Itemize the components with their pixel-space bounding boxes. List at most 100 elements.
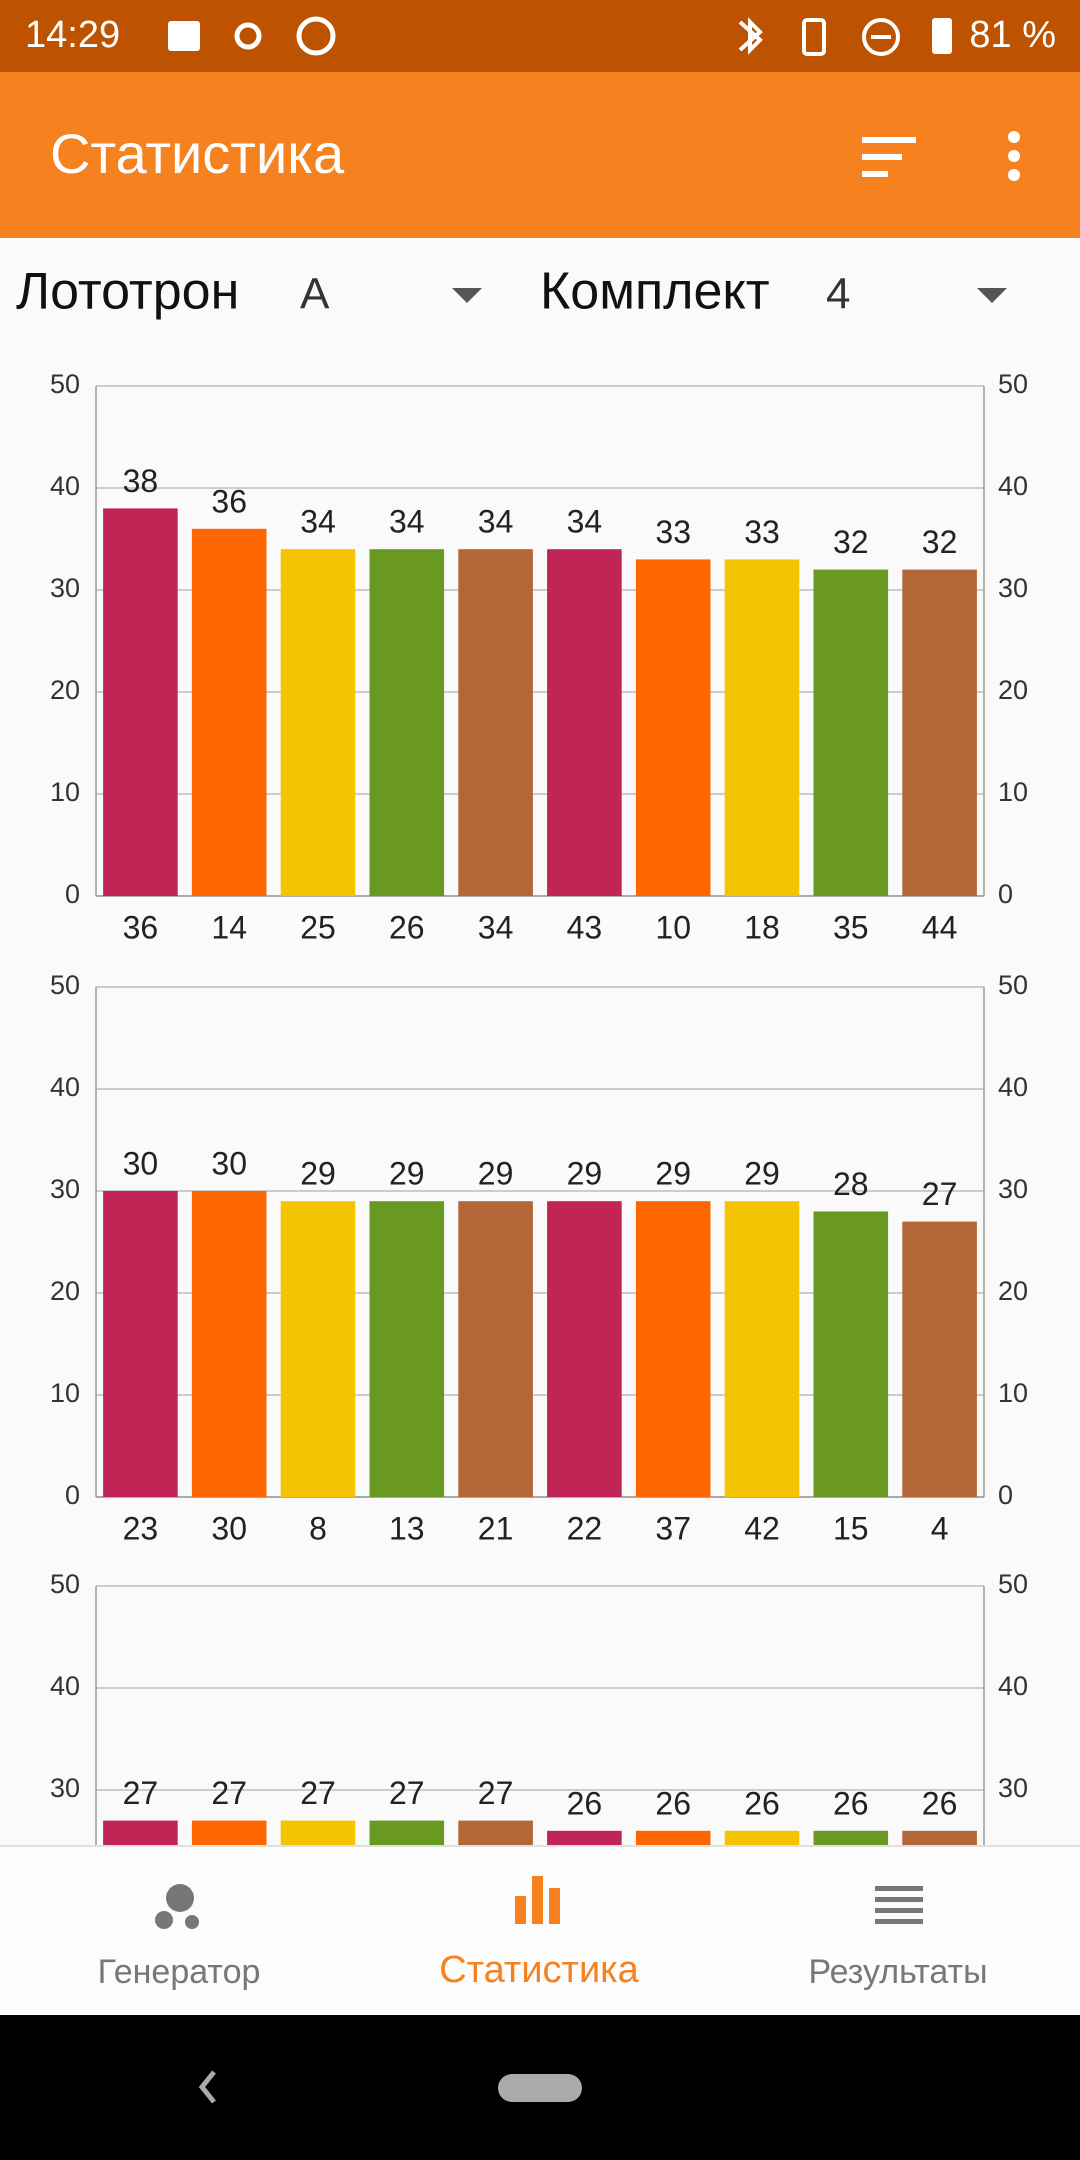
results-icon-line — [875, 1886, 923, 1891]
data-label: 34 — [389, 504, 425, 540]
bar — [635, 1201, 711, 1497]
data-label: 36 — [211, 483, 247, 519]
y2-tick-label: 50 — [998, 1569, 1028, 1599]
stats-icon-bar — [515, 1896, 526, 1924]
x-tick-label: 8 — [309, 1510, 327, 1546]
data-label: 34 — [478, 504, 514, 540]
lototron-dropdown[interactable]: Лототрон A — [16, 263, 482, 321]
x-tick-label: 14 — [211, 909, 247, 945]
nav-results[interactable]: Результаты — [808, 1886, 988, 1991]
nav-label: Статистика — [439, 1949, 639, 1991]
bar — [103, 1191, 178, 1497]
app-title: Статистика — [50, 122, 345, 185]
y-tick-label: 40 — [50, 471, 80, 501]
bluetooth-icon — [738, 17, 763, 55]
x-tick-label: 30 — [211, 1510, 247, 1546]
y2-tick-label: 40 — [998, 1671, 1028, 1701]
filter-row — [0, 238, 1080, 350]
dropdown-arrow — [977, 288, 1007, 303]
y2-tick-label: 50 — [998, 970, 1028, 1000]
x-tick-label: 23 — [123, 1510, 159, 1546]
nav-generator[interactable]: Генератор — [98, 1884, 261, 1991]
y-tick-label: 30 — [50, 573, 80, 603]
vibrate-icon — [802, 18, 826, 56]
data-label: 33 — [655, 514, 691, 550]
data-label: 27 — [211, 1775, 247, 1811]
settings-icon — [234, 22, 262, 50]
data-label: 34 — [300, 504, 336, 540]
battery-icon — [932, 18, 952, 54]
dnd-icon — [862, 18, 900, 56]
menu-dot — [1008, 169, 1020, 181]
y-tick-label: 50 — [50, 970, 80, 1000]
data-label: 29 — [567, 1156, 603, 1192]
stats-icon-bar — [549, 1888, 560, 1924]
komplekt-dropdown[interactable]: Комплект 4 — [540, 263, 1007, 321]
bar — [369, 549, 445, 896]
bar — [547, 1201, 622, 1497]
filter-value: 4 — [826, 270, 850, 319]
home-button[interactable] — [498, 2074, 582, 2102]
y-tick-label: 50 — [50, 1569, 80, 1599]
sort-line — [862, 171, 888, 177]
dropdown-arrow — [452, 288, 482, 303]
y2-tick-label: 40 — [998, 471, 1028, 501]
generator-icon-dot — [155, 1911, 173, 1929]
data-label: 26 — [567, 1785, 603, 1821]
overflow-menu[interactable] — [1008, 131, 1020, 181]
bar — [280, 549, 356, 896]
bar — [902, 1221, 977, 1497]
data-label: 29 — [300, 1156, 336, 1192]
data-label: 26 — [833, 1785, 869, 1821]
x-tick-label: 36 — [123, 909, 159, 945]
y2-tick-label: 30 — [998, 1773, 1028, 1803]
generator-icon-dot — [185, 1915, 199, 1929]
bar — [458, 1201, 533, 1497]
sort-line — [862, 137, 916, 143]
sort-button[interactable] — [862, 137, 916, 177]
y-tick-label: 20 — [50, 1276, 80, 1306]
x-tick-label: 4 — [931, 1510, 949, 1546]
data-label: 26 — [744, 1785, 780, 1821]
x-tick-label: 22 — [567, 1510, 603, 1546]
x-tick-label: 18 — [744, 909, 780, 945]
y2-tick-label: 40 — [998, 1072, 1028, 1102]
bar — [547, 549, 622, 896]
nav-label: Результаты — [808, 1953, 987, 1991]
back-button[interactable] — [198, 2070, 216, 2104]
bar — [813, 1211, 889, 1497]
filter-label: Комплект — [540, 263, 770, 321]
data-label: 27 — [389, 1775, 425, 1811]
y2-tick-label: 0 — [998, 879, 1013, 909]
data-label: 29 — [744, 1156, 780, 1192]
x-tick-label: 37 — [655, 1510, 691, 1546]
filter-label: Лототрон — [16, 263, 239, 321]
data-label: 30 — [211, 1145, 247, 1181]
y2-tick-label: 0 — [998, 1480, 1013, 1510]
data-label: 33 — [744, 514, 780, 550]
y2-tick-label: 20 — [998, 1276, 1028, 1306]
y-tick-label: 40 — [50, 1671, 80, 1701]
y-tick-label: 40 — [50, 1072, 80, 1102]
data-label: 29 — [655, 1156, 691, 1192]
stats-icon-bar — [532, 1876, 543, 1924]
nav-statistics[interactable]: Статистика — [439, 1876, 640, 1991]
y-tick-label: 10 — [50, 777, 80, 807]
y2-tick-label: 30 — [998, 573, 1028, 603]
data-label: 29 — [478, 1156, 514, 1192]
x-tick-label: 26 — [389, 909, 425, 945]
y-tick-label: 30 — [50, 1174, 80, 1204]
y-tick-label: 20 — [50, 675, 80, 705]
bar — [902, 569, 977, 896]
x-tick-label: 44 — [922, 909, 958, 945]
bar — [191, 1191, 267, 1497]
status-time: 14:29 — [25, 14, 120, 56]
bar — [724, 1201, 800, 1497]
x-tick-label: 34 — [478, 909, 514, 945]
data-label: 32 — [922, 524, 958, 560]
x-tick-label: 43 — [567, 909, 603, 945]
bar — [369, 1201, 445, 1497]
bar — [724, 559, 800, 896]
